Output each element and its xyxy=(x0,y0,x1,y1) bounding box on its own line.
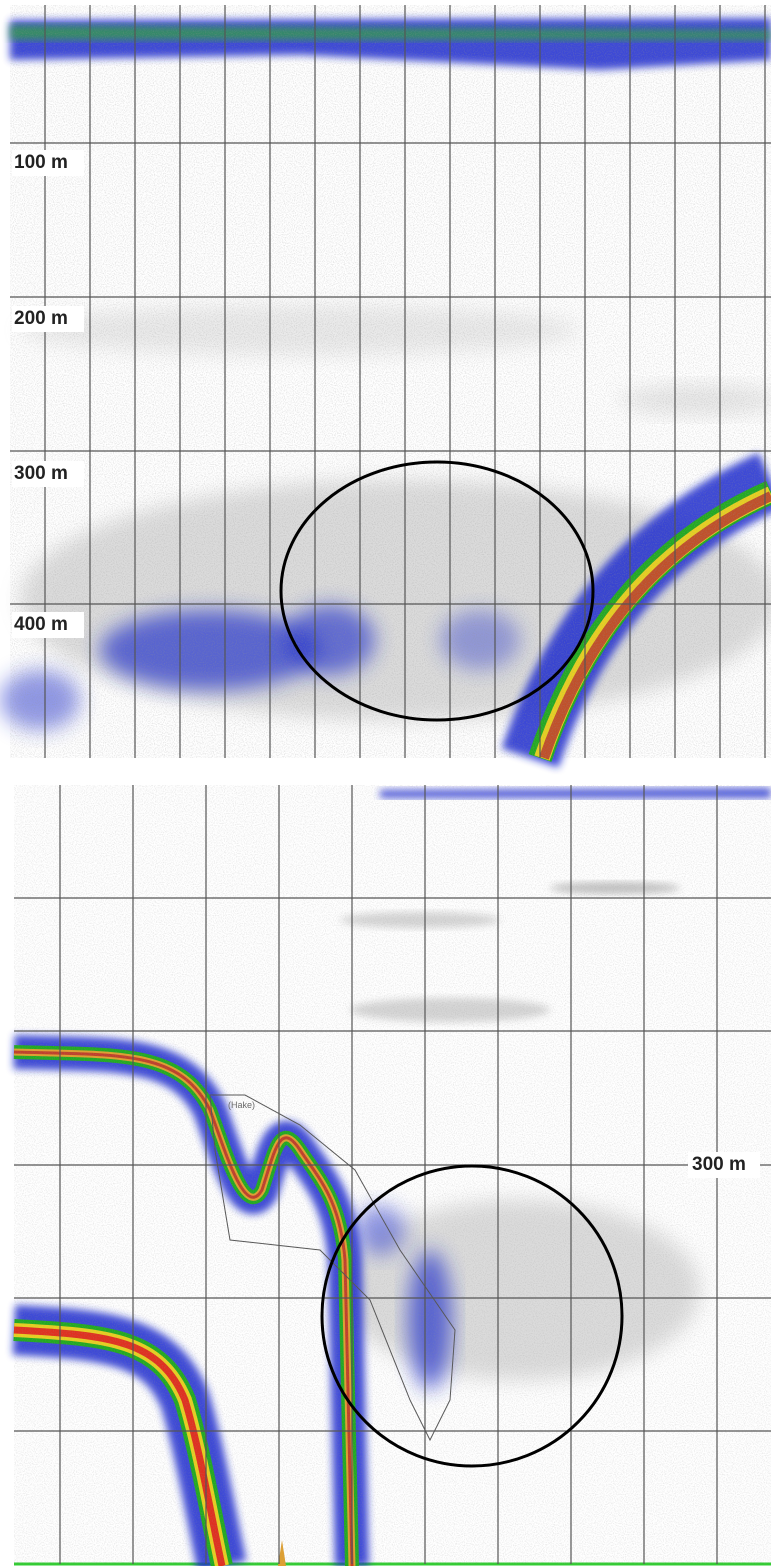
noise xyxy=(14,785,771,1564)
label-bg xyxy=(688,1152,760,1178)
highlight-circle xyxy=(320,1164,624,1468)
label-bg xyxy=(12,612,84,638)
highlight-circle xyxy=(279,460,595,722)
depth-label: 300 m xyxy=(692,1154,746,1175)
depth-label: 300 m xyxy=(14,463,68,484)
depth-label: 400 m xyxy=(14,614,68,635)
top-panel: 100 m 200 m 300 m 400 m xyxy=(0,5,771,768)
grid xyxy=(10,5,771,758)
depth-label: 200 m xyxy=(14,308,68,329)
bottom-panel: (Hake) 300 m xyxy=(12,785,771,1566)
label-bg xyxy=(12,150,84,176)
label-bg xyxy=(12,461,84,487)
depth-labels: 100 m 200 m 300 m 400 m xyxy=(12,150,84,638)
label-bg xyxy=(12,306,84,332)
noise xyxy=(10,5,771,758)
depth-label: 100 m xyxy=(14,152,68,173)
